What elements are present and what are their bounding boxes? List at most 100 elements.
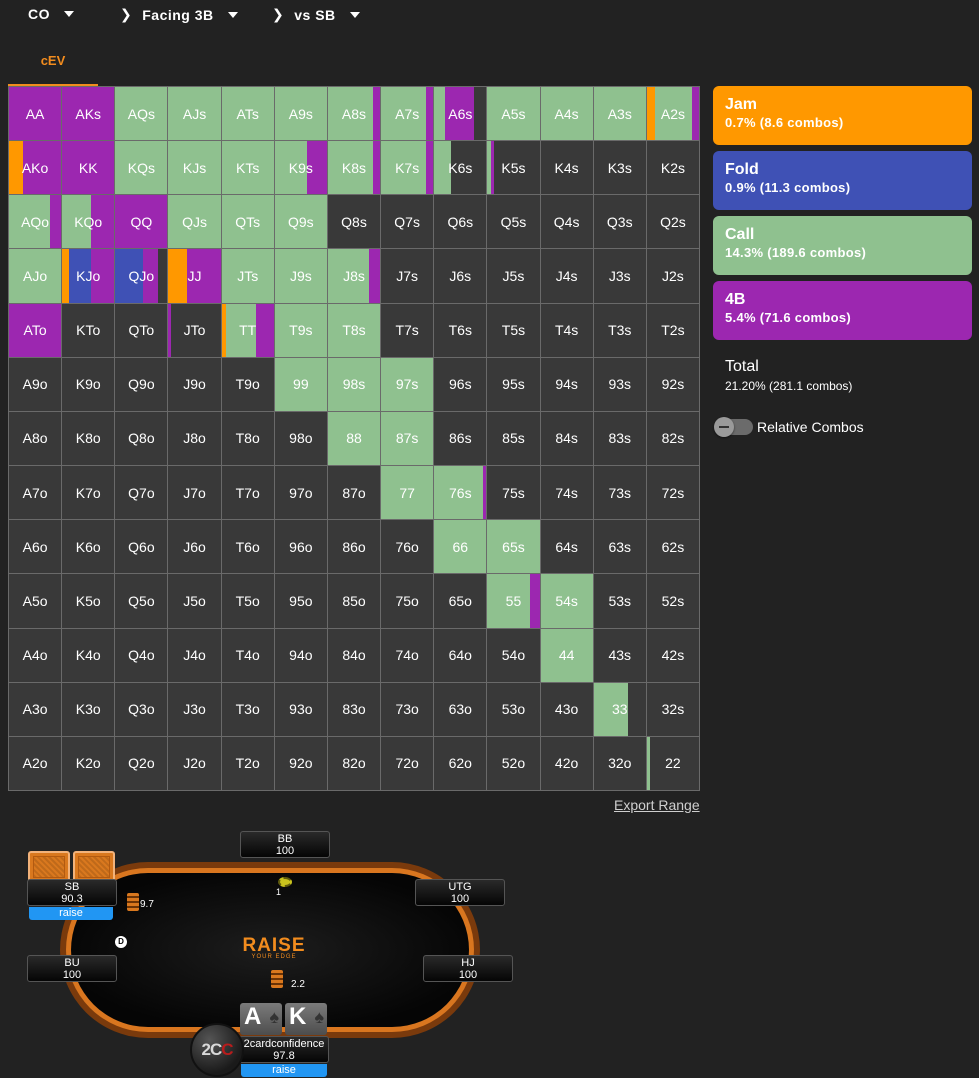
hand-cell[interactable]: 96s (434, 357, 487, 411)
hand-cell[interactable]: Q3s (593, 195, 646, 249)
hand-cell[interactable]: 85o (327, 574, 381, 628)
hand-cell[interactable]: Q5s (487, 195, 540, 249)
hand-cell[interactable]: J8s (327, 249, 381, 303)
hand-cell[interactable]: 87s (381, 411, 434, 466)
hand-cell[interactable]: J7o (168, 466, 221, 520)
hand-cell[interactable]: J9s (274, 249, 327, 303)
hand-cell[interactable]: K8o (62, 411, 115, 466)
hand-cell[interactable]: AKo (9, 141, 62, 195)
hand-cell[interactable]: 83o (327, 682, 381, 736)
hand-cell[interactable]: 82o (327, 736, 381, 790)
hand-cell[interactable]: A9o (9, 357, 62, 411)
hand-cell[interactable]: 63o (434, 682, 487, 736)
hand-cell[interactable]: J4s (540, 249, 593, 303)
hand-cell[interactable]: J4o (168, 628, 221, 682)
hand-cell[interactable]: K9o (62, 357, 115, 411)
hand-cell[interactable]: 96o (274, 520, 327, 574)
hand-cell[interactable]: JTs (221, 249, 274, 303)
hand-cell[interactable]: 63s (593, 520, 646, 574)
hand-cell[interactable]: T7s (381, 303, 434, 357)
hand-cell[interactable]: QQ (115, 195, 168, 249)
hand-cell[interactable]: Q5o (115, 574, 168, 628)
hand-cell[interactable]: KJs (168, 141, 221, 195)
situation-dropdown[interactable]: ❯ Facing 3B (120, 6, 238, 23)
hand-cell[interactable]: AQo (9, 195, 62, 249)
hand-cell[interactable]: 98s (327, 357, 381, 411)
hand-cell[interactable]: T9s (274, 303, 327, 357)
hand-cell[interactable]: 53o (487, 682, 540, 736)
hand-cell[interactable]: 52s (646, 574, 699, 628)
hand-cell[interactable]: A6o (9, 520, 62, 574)
hand-cell[interactable]: 97s (381, 357, 434, 411)
seat-sb[interactable]: SB 90.3 (27, 879, 117, 906)
hand-cell[interactable]: AJo (9, 249, 62, 303)
hand-cell[interactable]: 64s (540, 520, 593, 574)
hand-cell[interactable]: T9o (221, 357, 274, 411)
legend-fold[interactable]: Fold 0.9% (11.3 combos) (713, 151, 972, 210)
hand-cell[interactable]: K7s (381, 141, 434, 195)
hand-cell[interactable]: 62o (434, 736, 487, 790)
hand-cell[interactable]: Q7s (381, 195, 434, 249)
hand-cell[interactable]: Q6o (115, 520, 168, 574)
hand-cell[interactable]: 93o (274, 682, 327, 736)
hand-cell[interactable]: A4s (540, 87, 593, 141)
hand-cell[interactable]: 65s (487, 520, 540, 574)
hand-cell[interactable]: J7s (381, 249, 434, 303)
hand-cell[interactable]: T2s (646, 303, 699, 357)
hand-cell[interactable]: QJo (115, 249, 168, 303)
seat-hero[interactable]: 2cardconfidence 97.8 (239, 1036, 329, 1063)
hand-cell[interactable]: 32o (593, 736, 646, 790)
hand-cell[interactable]: K2s (646, 141, 699, 195)
hand-cell[interactable]: 74s (540, 466, 593, 520)
hand-cell[interactable]: A8s (327, 87, 381, 141)
hand-cell[interactable]: ATs (221, 87, 274, 141)
hand-cell[interactable]: T3s (593, 303, 646, 357)
hand-cell[interactable]: 55 (487, 574, 540, 628)
hand-cell[interactable]: AJs (168, 87, 221, 141)
hand-cell[interactable]: KK (62, 141, 115, 195)
hand-cell[interactable]: 75o (381, 574, 434, 628)
hand-cell[interactable]: Q6s (434, 195, 487, 249)
hand-cell[interactable]: K5s (487, 141, 540, 195)
hand-cell[interactable]: 88 (327, 411, 381, 466)
hand-cell[interactable]: T8o (221, 411, 274, 466)
hand-cell[interactable]: 93s (593, 357, 646, 411)
hand-cell[interactable]: A9s (274, 87, 327, 141)
hand-cell[interactable]: 83s (593, 411, 646, 466)
hand-cell[interactable]: J6o (168, 520, 221, 574)
hand-cell[interactable]: 43s (593, 628, 646, 682)
hand-cell[interactable]: 84o (327, 628, 381, 682)
hand-cell[interactable]: 64o (434, 628, 487, 682)
legend-fourbet[interactable]: 4B 5.4% (71.6 combos) (713, 281, 972, 340)
hand-cell[interactable]: T8s (327, 303, 381, 357)
seat-bu[interactable]: BU 100 (27, 955, 117, 982)
hand-cell[interactable]: A5s (487, 87, 540, 141)
hand-cell[interactable]: 92o (274, 736, 327, 790)
hand-cell[interactable]: 95o (274, 574, 327, 628)
seat-utg[interactable]: UTG 100 (415, 879, 505, 906)
seat-bb[interactable]: BB 100 (240, 831, 330, 858)
hand-cell[interactable]: T6o (221, 520, 274, 574)
hand-cell[interactable]: QTo (115, 303, 168, 357)
hand-cell[interactable]: 72s (646, 466, 699, 520)
hand-cell[interactable]: 94o (274, 628, 327, 682)
hand-cell[interactable]: 92s (646, 357, 699, 411)
hand-cell[interactable]: J6s (434, 249, 487, 303)
hand-cell[interactable]: K4s (540, 141, 593, 195)
hand-cell[interactable]: KTo (62, 303, 115, 357)
hand-cell[interactable]: KQo (62, 195, 115, 249)
hand-cell[interactable]: Q7o (115, 466, 168, 520)
hand-cell[interactable]: 95s (487, 357, 540, 411)
hand-cell[interactable]: 42o (540, 736, 593, 790)
hand-cell[interactable]: QTs (221, 195, 274, 249)
relative-combos-toggle[interactable] (714, 417, 753, 437)
hand-cell[interactable]: Q9s (274, 195, 327, 249)
hand-cell[interactable]: A4o (9, 628, 62, 682)
hand-cell[interactable]: K6s (434, 141, 487, 195)
position-dropdown[interactable]: CO (28, 6, 74, 22)
hand-cell[interactable]: A3o (9, 682, 62, 736)
hand-cell[interactable]: KQs (115, 141, 168, 195)
hand-cell[interactable]: A2s (646, 87, 699, 141)
hand-cell[interactable]: 66 (434, 520, 487, 574)
hand-cell[interactable]: T6s (434, 303, 487, 357)
